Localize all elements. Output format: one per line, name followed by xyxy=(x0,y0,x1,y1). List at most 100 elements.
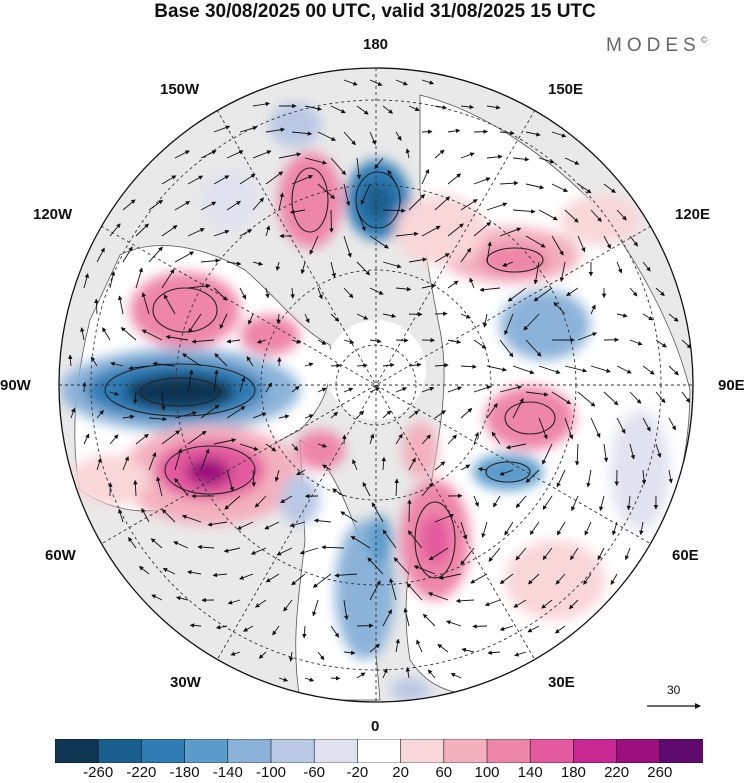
wind-vector xyxy=(504,521,514,536)
wind-vector xyxy=(356,157,362,180)
colorbar-tick-label: 220 xyxy=(604,764,630,781)
wind-vector xyxy=(611,521,618,536)
wind-vector xyxy=(289,209,306,215)
wind-vector xyxy=(499,180,519,186)
wind-vector xyxy=(148,451,157,471)
wind-vector xyxy=(499,130,515,136)
wind-vector xyxy=(551,183,568,192)
wind-vector xyxy=(187,369,194,393)
colorbar-swatch xyxy=(141,739,186,763)
wind-vector xyxy=(342,434,347,445)
colorbar-swatch xyxy=(486,739,532,763)
wind-vector xyxy=(213,125,231,133)
wind-vector xyxy=(445,620,462,627)
wind-vector xyxy=(507,287,527,302)
wind-vector xyxy=(239,125,258,133)
wind-vector xyxy=(407,499,412,523)
wind-vector xyxy=(486,105,501,110)
lon-label-180: 180 xyxy=(363,36,389,53)
wind-vector xyxy=(564,365,588,373)
wind-vector xyxy=(369,235,389,249)
wind-vector xyxy=(527,625,540,633)
colorbar-swatch xyxy=(659,739,703,763)
reference-vector-label: 30 xyxy=(667,683,681,697)
wind-vector xyxy=(551,131,567,138)
wind-vector xyxy=(434,461,446,471)
wind-vector xyxy=(96,457,102,471)
wind-vector xyxy=(329,209,334,233)
wind-vector xyxy=(421,482,434,497)
wind-vector xyxy=(135,267,143,289)
wind-vector xyxy=(350,536,371,549)
wind-vector xyxy=(223,547,241,553)
wind-vector xyxy=(371,502,384,523)
wind-vector xyxy=(265,382,272,393)
wind-vector xyxy=(554,625,566,634)
wind-vector xyxy=(360,183,371,205)
wind-vector xyxy=(473,495,479,507)
wind-vector xyxy=(330,676,341,681)
wind-vector xyxy=(395,79,408,86)
wind-vector xyxy=(141,507,150,523)
wind-vector xyxy=(408,457,416,471)
wind-vector xyxy=(70,407,76,419)
wind-vector xyxy=(161,430,181,445)
wind-vector xyxy=(226,339,241,344)
wind-vector xyxy=(556,469,566,488)
wind-vector xyxy=(603,183,616,194)
wind-vector xyxy=(668,417,676,431)
wind-vector xyxy=(564,417,574,440)
wind-vector xyxy=(280,495,293,503)
wind-vector xyxy=(488,547,501,562)
wind-vector xyxy=(239,229,253,237)
wind-vector xyxy=(499,573,514,585)
wind-vector xyxy=(343,183,351,207)
wind-vector xyxy=(382,668,388,679)
wind-vector xyxy=(367,557,384,575)
wind-vector xyxy=(460,364,477,369)
wind-vector xyxy=(317,443,328,448)
wind-vector xyxy=(382,208,406,213)
wind-vector xyxy=(382,261,402,269)
wind-vector xyxy=(239,573,254,580)
wind-vector xyxy=(189,623,202,628)
wind-vector xyxy=(291,385,300,393)
wind-vector xyxy=(252,197,264,211)
wind-vector xyxy=(109,434,119,445)
wind-vector xyxy=(117,295,124,315)
wind-vector xyxy=(447,434,457,445)
wind-vector xyxy=(317,651,325,661)
wind-vector xyxy=(251,469,257,487)
wind-vector xyxy=(291,131,313,136)
wind-vector xyxy=(642,365,655,375)
wind-vector xyxy=(161,391,166,411)
wind-vector xyxy=(122,456,129,471)
wind-vector xyxy=(226,150,244,159)
wind-vector xyxy=(642,417,651,432)
colorbar-swatch xyxy=(55,739,100,763)
colorbar-tick-label: 180 xyxy=(560,764,586,781)
colorbar-swatch xyxy=(573,739,618,763)
wind-vector xyxy=(334,573,358,578)
wind-vector xyxy=(512,157,530,162)
wind-vector xyxy=(340,511,358,523)
wind-vector xyxy=(152,361,176,367)
wind-vector xyxy=(275,261,281,272)
wind-vector xyxy=(226,406,246,419)
wind-vector xyxy=(200,201,217,211)
wind-vector xyxy=(369,131,376,145)
wind-vector xyxy=(141,292,150,315)
wind-vector xyxy=(356,672,366,679)
wind-vector xyxy=(486,365,507,372)
wind-vector xyxy=(577,235,586,253)
wind-vector xyxy=(122,414,135,420)
wind-vector xyxy=(369,287,384,295)
wind-vector xyxy=(332,488,345,497)
wind-vector xyxy=(274,469,280,482)
wind-vector xyxy=(174,150,190,159)
wind-vector xyxy=(322,464,332,471)
wind-vector xyxy=(641,469,647,485)
wind-vector xyxy=(421,225,441,237)
wind-vector xyxy=(460,464,471,471)
wind-vectors xyxy=(68,79,692,682)
